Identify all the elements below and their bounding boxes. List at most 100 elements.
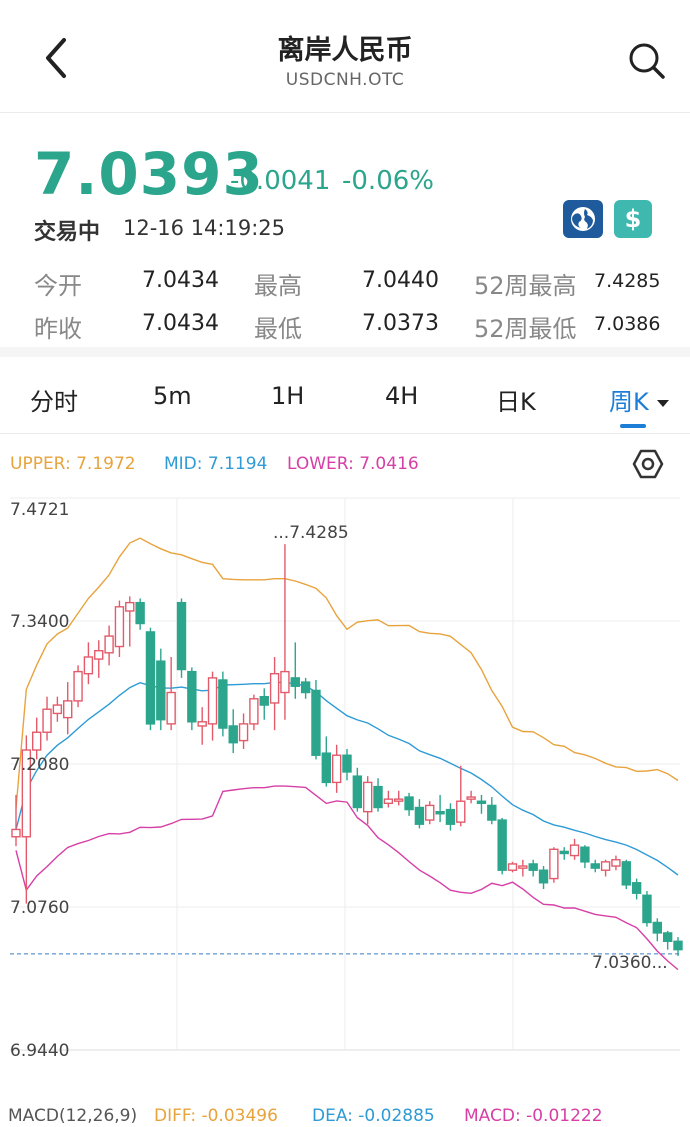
settings-icon[interactable] [632, 448, 664, 480]
candle-down [621, 861, 631, 886]
y-tick-label: 7.0760 [10, 898, 69, 918]
candle-down [404, 796, 414, 811]
candle-down [559, 850, 569, 855]
open-label: 今开 [34, 272, 82, 300]
macd-macd-value: MACD: -0.01222 [464, 1106, 603, 1126]
candle-down [642, 894, 652, 924]
candle-up [63, 700, 73, 719]
tab-weekly[interactable]: 周K [609, 382, 670, 417]
candle-up [125, 601, 135, 612]
boll-upper-line [15, 537, 679, 809]
candle-up [197, 721, 207, 727]
y-tick-label: 7.4721 [10, 500, 69, 520]
candle-down [373, 785, 383, 809]
last-price: 7.0393 [34, 140, 264, 208]
prev-close-label: 昨收 [34, 315, 82, 343]
last-price-annotation: 7.0360... [592, 953, 668, 973]
boll-mid-line [15, 681, 679, 876]
candle-down [321, 752, 332, 784]
candle-down [135, 601, 145, 625]
candle-up [73, 670, 83, 702]
candle-up [383, 798, 394, 805]
tab-1h[interactable]: 1H [271, 382, 305, 410]
candle-down [652, 921, 663, 934]
wk52-low-value: 7.0386 [594, 313, 661, 335]
globe-icon[interactable] [563, 200, 603, 238]
tab-divider [0, 433, 690, 434]
wk52-high-value: 7.4285 [594, 270, 661, 292]
macd-dea-value: DEA: -0.02885 [312, 1106, 435, 1126]
candle-up [21, 749, 32, 838]
macd-diff-value: DIFF: -0.03496 [154, 1106, 278, 1126]
candle-down [290, 677, 300, 687]
candle-up [600, 861, 611, 871]
trading-status: 交易中 [34, 220, 101, 245]
candle-up [31, 731, 42, 751]
candle-up [611, 859, 621, 867]
candle-up [569, 844, 580, 857]
candle-up [269, 673, 280, 704]
search-icon[interactable] [626, 40, 666, 80]
candle-up [114, 606, 125, 648]
candle-down [590, 863, 600, 869]
active-tab-indicator [620, 424, 646, 428]
candle-down [218, 679, 228, 729]
candle-down [673, 940, 683, 951]
back-arrow-icon[interactable] [38, 36, 78, 80]
candle-down [259, 696, 269, 706]
candle-down [187, 670, 197, 723]
boll-upper-value: UPPER: 7.1972 [10, 454, 136, 474]
candlestick-chart[interactable]: 7.4721 7.3400 7.2080 7.0760 6.9440 ...7.… [0, 490, 690, 1065]
candle-up [456, 800, 466, 823]
candle-up [52, 704, 63, 715]
open-value: 7.0434 [142, 268, 219, 293]
tab-intraday[interactable]: 分时 [30, 388, 78, 416]
page-title: 离岸人民币 [277, 35, 413, 66]
candle-down [352, 775, 363, 809]
boll-mid-value: MID: 7.1194 [164, 454, 268, 474]
candle-up [394, 798, 404, 802]
high-label: 最高 [254, 272, 302, 300]
wk52-high-label: 52周最高 [474, 272, 577, 300]
candle-down [414, 806, 425, 825]
candle-down [311, 689, 321, 756]
candle-up [42, 708, 52, 733]
max-price-annotation: ...7.4285 [273, 523, 349, 543]
low-value: 7.0373 [362, 311, 439, 336]
candle-up [166, 691, 176, 725]
candles [11, 544, 683, 956]
candle-down [435, 810, 445, 815]
dollar-icon[interactable]: $ [614, 200, 652, 238]
boll-lower-line [15, 785, 679, 971]
prev-close-value: 7.0434 [142, 311, 219, 336]
candle-up [466, 796, 476, 800]
candle-up [249, 698, 259, 725]
candle-down [497, 819, 507, 871]
candle-down [476, 800, 487, 805]
price-change-percent: -0.06% [342, 166, 434, 196]
candle-down [176, 601, 187, 671]
quote-time: 12-16 14:19:25 [123, 216, 286, 240]
candle-up [11, 828, 21, 838]
high-value: 7.0440 [362, 268, 439, 293]
symbol-code: USDCNH.OTC [285, 70, 405, 90]
y-tick-label: 7.3400 [10, 612, 69, 632]
candle-up [549, 848, 559, 880]
tab-weekly-label: 周K [609, 388, 649, 416]
bollinger-bands [15, 537, 679, 971]
y-tick-label: 6.9440 [10, 1041, 69, 1061]
candle-up [238, 723, 249, 742]
candle-up [425, 804, 435, 821]
tab-5m[interactable]: 5m [153, 382, 192, 410]
candle-down [228, 725, 238, 744]
candle-down [445, 808, 456, 825]
tab-4h[interactable]: 4H [385, 382, 419, 410]
tab-daily[interactable]: 日K [496, 388, 536, 416]
caret-down-icon [657, 400, 670, 407]
candle-down [580, 846, 590, 863]
section-divider [0, 347, 690, 357]
wk52-low-label: 52周最低 [474, 315, 577, 343]
candle-up [280, 670, 290, 694]
candle-down [528, 863, 538, 871]
candle-down [145, 631, 156, 725]
